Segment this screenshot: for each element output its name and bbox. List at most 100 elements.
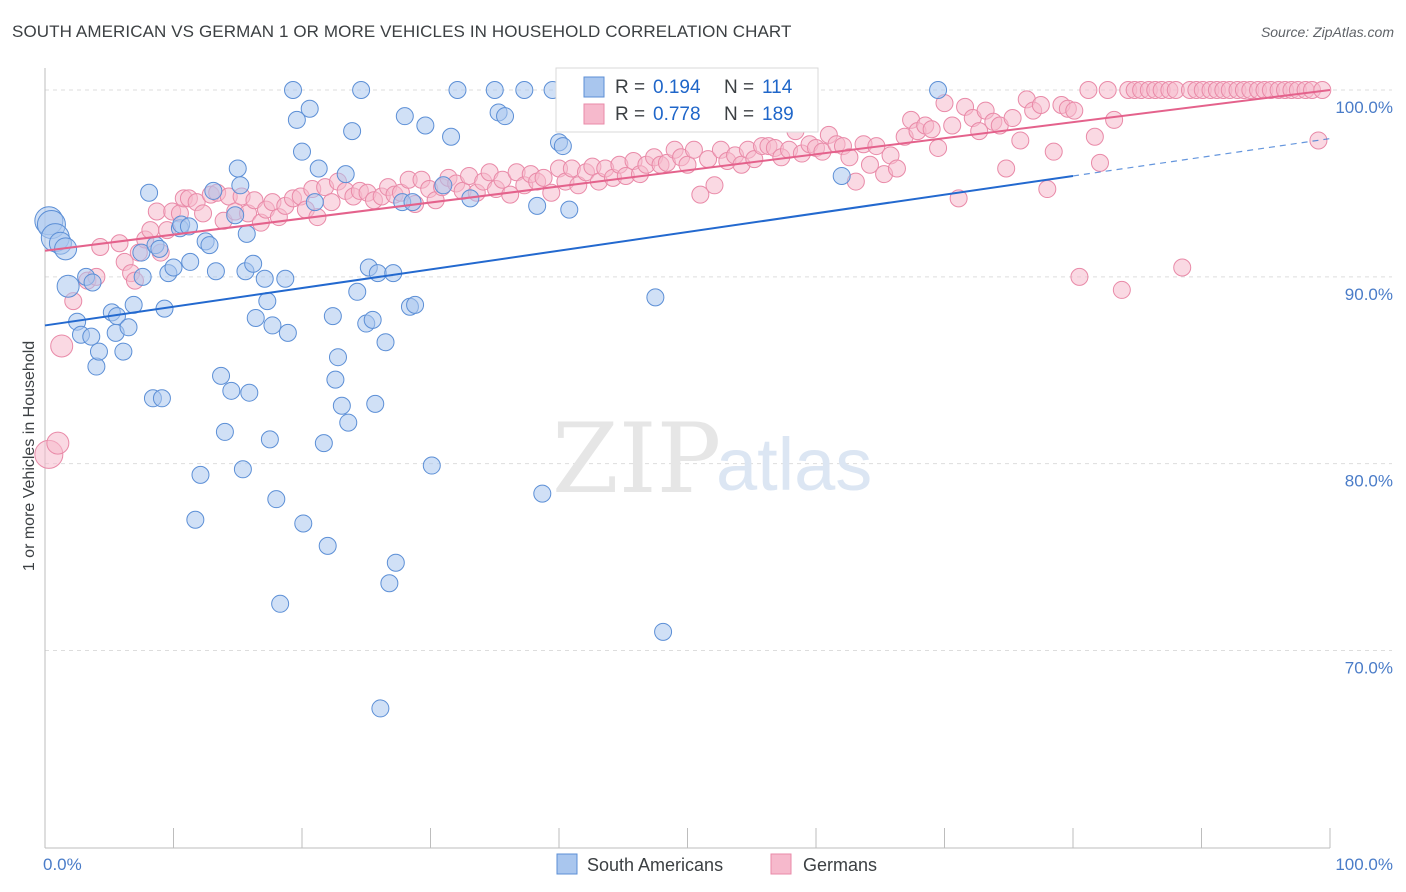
stats-n-label-1: N = [724,77,754,98]
germans-point-121 [860,155,879,174]
south-americans-point-66 [314,434,333,453]
south-americans-point-64 [305,193,324,212]
south-americans-point-37 [204,181,223,200]
south-americans-point-84 [380,574,399,593]
legend-swatch-germans [770,853,792,875]
watermark-atlas: atlas [716,423,872,506]
south-americans-point-33 [186,510,205,529]
south-americans-point-19 [132,243,151,262]
south-americans-point-34 [191,465,210,484]
legend-label-germans: Germans [803,855,877,875]
watermark-zip: ZIP [552,403,721,515]
south-americans-point-71 [332,396,351,415]
south-americans-points [34,81,948,718]
germans-point-125 [887,159,906,178]
south-americans-point-48 [240,383,259,402]
south-americans-point-17 [119,318,138,337]
germans-point-6 [91,237,110,256]
south-americans-point-65 [309,159,328,178]
germans-point-42 [322,193,341,212]
south-americans-point-113 [929,81,948,100]
germans-point-73 [534,168,553,187]
germans-point-131 [929,138,948,157]
chart-title: SOUTH AMERICAN VS GERMAN 1 OR MORE VEHIC… [12,22,792,41]
south-americans-point-70 [328,348,347,367]
south-americans-point-100 [496,107,515,126]
germans-point-143 [1011,131,1030,150]
stats-r-label-2: R = [615,104,645,125]
south-americans-point-53 [260,430,279,449]
south-americans-point-9 [82,327,101,346]
stats-r-value-2: 0.778 [653,104,701,125]
south-americans-point-83 [376,333,395,352]
south-americans-point-52 [258,292,277,311]
germans-point-133 [943,116,962,135]
south-americans-point-88 [395,107,414,126]
germans-point-96 [691,185,710,204]
south-americans-point-58 [278,323,297,342]
south-americans-point-94 [434,176,453,195]
stats-swatch-south-americans [583,76,605,98]
south-americans-point-55 [267,490,286,509]
south-americans-point-98 [485,81,504,100]
germans-point-68 [501,185,520,204]
south-americans-point-110 [654,622,673,641]
legend: South Americans Germans [556,853,877,875]
trend-lines [44,89,1331,327]
south-americans-point-92 [416,116,435,135]
south-americans-point-68 [323,307,342,326]
south-americans-point-12 [89,342,108,361]
south-americans-point-39 [212,366,231,385]
south-americans-point-50 [246,308,265,327]
south-americans-point-49 [244,254,263,273]
germans-point-155 [1090,153,1109,172]
tick-labels: 70.0% 80.0% 90.0% 100.0% 0.0% 100.0% [43,98,1393,874]
y-axis-label: 1 or more Vehicles in Household [21,341,38,571]
south-americans-point-41 [222,381,241,400]
south-americans-point-43 [228,159,247,178]
germans-trend-line [44,89,1331,252]
stats-r-label-1: R = [615,77,645,98]
south-americans-point-101 [515,81,534,100]
south-americans-point-20 [133,267,152,286]
south-americans-point-82 [371,699,390,718]
south-americans-point-79 [363,310,382,329]
south-americans-point-36 [200,236,219,255]
south-americans-point-11 [87,357,106,376]
south-americans-point-10 [83,273,102,292]
south-americans-point-72 [336,165,355,184]
south-americans-point-95 [442,127,461,146]
south-americans-point-93 [422,456,441,475]
germans-point-147 [1038,180,1057,199]
germans-point-167 [1173,258,1192,277]
south-americans-point-44 [231,176,250,195]
legend-swatch-south-americans [556,853,578,875]
x-tick-label-0: 0.0% [43,855,82,874]
germans-point-157 [1105,110,1124,129]
south-americans-point-75 [348,282,367,301]
south-americans-point-25 [152,389,171,408]
germans-point-154 [1085,127,1104,146]
south-americans-point-38 [206,262,225,281]
germans-point-2 [50,334,74,358]
south-americans-point-91 [406,295,425,314]
south-americans-point-59 [284,81,303,100]
germans-point-153 [1079,81,1098,100]
south-americans-point-96 [448,81,467,100]
south-americans-point-73 [339,413,358,432]
south-americans-point-51 [255,269,274,288]
germans-point-98 [705,176,724,195]
south-americans-point-109 [646,288,665,307]
germans-point-152 [1070,267,1089,286]
south-americans-point-80 [366,394,385,413]
south-americans-point-45 [233,460,252,479]
south-americans-point-28 [164,258,183,277]
south-americans-point-47 [237,224,256,243]
germans-point-14 [147,202,166,221]
south-americans-point-5 [56,274,80,298]
south-americans-point-40 [215,422,234,441]
germans-point-67 [493,170,512,189]
germans-point-148 [1044,142,1063,161]
germans-point-156 [1098,81,1117,100]
